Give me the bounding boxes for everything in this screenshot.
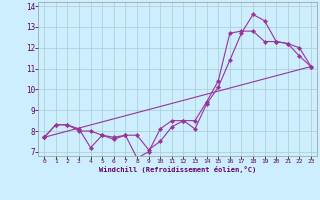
X-axis label: Windchill (Refroidissement éolien,°C): Windchill (Refroidissement éolien,°C) <box>99 166 256 173</box>
